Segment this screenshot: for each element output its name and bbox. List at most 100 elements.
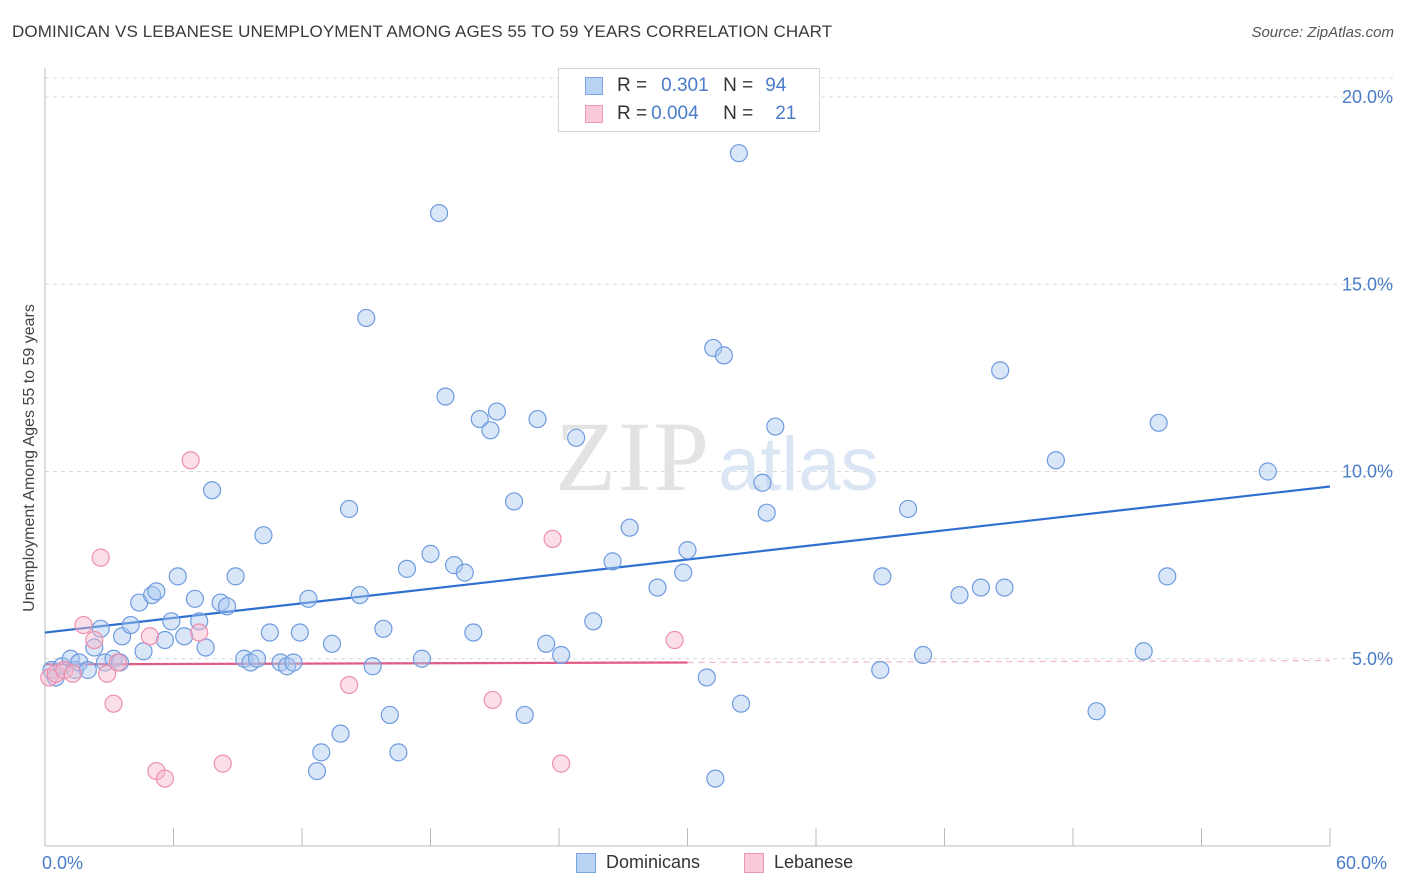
data-point-lebanese (91, 548, 110, 567)
data-point-lebanese (74, 615, 93, 635)
data-point-lebanese (665, 630, 684, 650)
data-point-dominicans (706, 769, 725, 788)
legend-r-value: 0.301 (661, 75, 709, 96)
data-point-dominicans (731, 694, 751, 713)
data-point-lebanese (140, 627, 160, 646)
data-point-dominicans (299, 589, 318, 608)
watermark-atlas: atlas (718, 422, 879, 507)
data-point-dominicans (504, 492, 524, 511)
trend-line-lebanese-extension (687, 660, 1331, 664)
data-point-dominicans (91, 619, 110, 638)
data-point-dominicans (363, 657, 382, 676)
data-point-lebanese (98, 664, 117, 683)
legend-n-label: N = (723, 103, 754, 124)
data-point-lebanese (340, 675, 359, 695)
data-point-lebanese (543, 529, 562, 549)
source-label: Source: ZipAtlas.com (1251, 24, 1394, 41)
data-point-dominicans (254, 526, 273, 545)
data-point-dominicans (121, 615, 140, 635)
legend-label-dominicans: Dominicans (606, 852, 701, 872)
data-point-dominicans (196, 638, 215, 657)
y-tick-label: 15.0% (1342, 274, 1393, 294)
data-point-lebanese (181, 451, 200, 470)
data-point-dominicans (995, 578, 1014, 597)
axes (44, 68, 1331, 847)
legend-n-value: 94 (765, 75, 787, 96)
x-tick-label-max: 60.0% (1336, 853, 1388, 873)
data-point-dominicans (322, 634, 342, 653)
data-point-dominicans (729, 144, 749, 163)
data-point-dominicans (678, 541, 697, 560)
data-point-dominicans (1046, 451, 1065, 470)
data-point-dominicans (260, 623, 279, 642)
data-point-lebanese (108, 653, 127, 672)
data-point-dominicans (162, 612, 181, 631)
lebanese-points (40, 451, 684, 788)
trend-line-dominicans (44, 485, 1331, 634)
data-point-dominicans (714, 346, 734, 365)
data-point-dominicans (537, 634, 556, 653)
legend-n-label: N = (723, 75, 754, 96)
data-point-lebanese (190, 623, 209, 642)
legend-r-label: R = (617, 75, 648, 96)
data-point-dominicans (155, 630, 175, 650)
legend-row-lebanese: R = 0.004 N = 21 (585, 102, 796, 126)
data-point-dominicans (350, 585, 369, 605)
y-tick-labels: 5.0% 10.0% 15.0% 20.0% (1342, 87, 1393, 669)
watermark-zip: ZIP (555, 401, 711, 512)
y-tick-label: 5.0% (1352, 649, 1393, 669)
data-point-dominicans (78, 660, 97, 680)
legend-swatch-blue (576, 852, 596, 873)
data-point-lebanese (552, 754, 571, 773)
data-point-dominicans (1087, 702, 1106, 721)
data-point-dominicans (374, 619, 393, 638)
data-point-dominicans (290, 623, 309, 642)
data-point-dominicans (697, 668, 716, 687)
data-point-dominicans (603, 552, 622, 571)
data-point-dominicans (1149, 413, 1168, 432)
data-point-dominicans (464, 623, 483, 642)
data-point-dominicans (620, 518, 639, 537)
trend-lines (44, 485, 1331, 666)
data-point-dominicans (340, 499, 359, 519)
legend-swatch-pink (744, 852, 764, 873)
data-point-dominicans (1134, 642, 1153, 661)
y-axis-label: Unemployment Among Ages 55 to 59 years (21, 304, 38, 612)
y-tick-label: 20.0% (1342, 87, 1393, 107)
data-point-dominicans (202, 481, 222, 500)
data-point-dominicans (444, 556, 464, 575)
data-point-dominicans (871, 660, 890, 680)
data-point-dominicans (481, 421, 500, 440)
data-point-dominicans (753, 473, 772, 492)
data-point-dominicans (429, 203, 449, 223)
data-point-dominicans (436, 387, 455, 406)
data-point-dominicans (226, 567, 245, 586)
data-point-dominicans (412, 649, 432, 668)
legend-item-lebanese: Lebanese (744, 852, 853, 873)
legend-label-lebanese: Lebanese (774, 852, 854, 872)
data-point-dominicans (312, 743, 331, 762)
data-point-lebanese (155, 769, 175, 788)
data-point-dominicans (515, 705, 534, 725)
series-legend: Dominicans Lebanese (0, 852, 1406, 878)
data-point-dominicans (898, 499, 918, 519)
data-point-dominicans (757, 503, 776, 522)
data-point-dominicans (971, 578, 991, 597)
legend-n-value: 21 (775, 103, 797, 124)
data-point-dominicans (357, 308, 376, 328)
chart-title: DOMINICAN VS LEBANESE UNEMPLOYMENT AMONG… (12, 22, 833, 41)
data-point-dominicans (185, 589, 205, 608)
data-point-dominicans (147, 582, 166, 601)
data-point-dominicans (470, 409, 489, 429)
data-point-dominicans (307, 761, 327, 781)
data-point-dominicans (487, 402, 506, 421)
data-point-dominicans (247, 649, 267, 668)
legend-r-label: R = (617, 103, 648, 124)
data-point-dominicans (991, 361, 1010, 380)
watermark: ZIP atlas (555, 401, 879, 512)
data-point-lebanese (213, 754, 232, 773)
data-point-dominicans (421, 544, 440, 563)
data-point-dominicans (766, 417, 785, 436)
data-point-dominicans (284, 653, 303, 672)
